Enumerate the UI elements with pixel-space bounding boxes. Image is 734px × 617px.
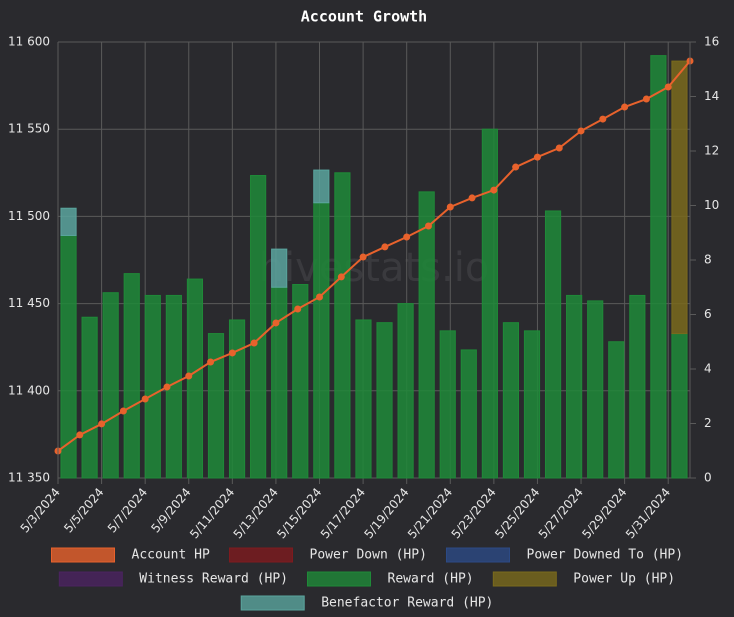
y2-tick-label: 12 [704, 144, 719, 158]
bar [439, 330, 456, 479]
point [664, 83, 672, 91]
bar [587, 300, 604, 479]
legend-label: Benefactor Reward (HP) [321, 596, 493, 611]
point [228, 349, 236, 357]
legend-label: Account HP [132, 548, 210, 563]
bar [397, 303, 414, 479]
y2-tick-label: 6 [704, 307, 712, 321]
point [381, 243, 389, 251]
line [57, 60, 691, 452]
legend-swatch [240, 595, 305, 611]
y2-tick-label: 14 [704, 89, 719, 103]
y2-tick-label: 2 [704, 416, 712, 430]
bar [271, 248, 288, 288]
point [272, 319, 280, 327]
point [163, 383, 171, 391]
point [185, 372, 193, 380]
bar [629, 294, 646, 479]
y-tick-label: 11 550 [8, 122, 50, 136]
bar [650, 55, 667, 479]
legend-swatch [58, 571, 123, 587]
point [468, 194, 476, 202]
point [446, 203, 454, 211]
y-tick-label: 11 350 [8, 471, 50, 485]
point [512, 163, 520, 171]
point [337, 273, 345, 281]
bar [502, 322, 520, 479]
point [76, 431, 84, 439]
y-tick-label: 11 450 [8, 296, 50, 310]
bar [144, 294, 161, 479]
legend-label: Reward (HP) [388, 572, 474, 587]
bar [671, 60, 688, 335]
y2-tick-label: 10 [704, 198, 719, 212]
y-tick-label: 11 400 [8, 383, 50, 397]
bar [608, 341, 625, 479]
point [141, 395, 149, 403]
point [207, 358, 215, 366]
point [316, 293, 324, 301]
legend-swatch [492, 571, 557, 587]
bar [523, 330, 541, 479]
bar [334, 172, 351, 479]
point [642, 95, 650, 103]
point [359, 253, 367, 261]
legend-label: Power Down (HP) [310, 548, 427, 563]
bar [60, 207, 77, 236]
bar [60, 234, 77, 479]
bar [313, 202, 330, 479]
y2-tick-label: 0 [704, 471, 712, 485]
point [621, 103, 629, 111]
legend-swatch [446, 547, 510, 563]
bar [544, 210, 562, 479]
legend-label: Power Downed To (HP) [527, 548, 684, 563]
bar [250, 175, 267, 479]
chart-title: Account Growth [301, 8, 427, 26]
y2-tick-label: 4 [704, 362, 712, 376]
bar [481, 128, 498, 479]
bar [376, 322, 393, 479]
point [424, 222, 432, 230]
point [119, 407, 127, 415]
point [250, 339, 258, 347]
bar [123, 273, 140, 479]
bar [418, 191, 435, 479]
point [577, 127, 585, 135]
y2-tick-label: 16 [704, 35, 719, 49]
legend-label: Witness Reward (HP) [139, 572, 288, 587]
bar [355, 319, 372, 479]
bar [292, 284, 309, 479]
legend-label: Power Up (HP) [573, 572, 675, 587]
bar [207, 333, 225, 479]
bar [81, 316, 98, 479]
y-tick-label: 11 500 [8, 209, 50, 223]
bar [271, 286, 288, 479]
point [98, 420, 106, 428]
legend-swatch [51, 547, 115, 563]
y-tick-label: 11 600 [8, 35, 50, 49]
point [294, 305, 302, 313]
bar [566, 294, 583, 479]
bar [671, 333, 688, 479]
point [555, 144, 563, 152]
bar [313, 169, 330, 204]
bar [228, 319, 246, 479]
point [599, 115, 607, 123]
point [490, 186, 498, 194]
bar [460, 349, 477, 479]
legend-swatch [229, 547, 293, 563]
bar [102, 292, 119, 479]
y2-tick-label: 8 [704, 253, 712, 267]
point [403, 233, 411, 241]
legend-swatch [307, 571, 371, 587]
point [533, 153, 541, 161]
